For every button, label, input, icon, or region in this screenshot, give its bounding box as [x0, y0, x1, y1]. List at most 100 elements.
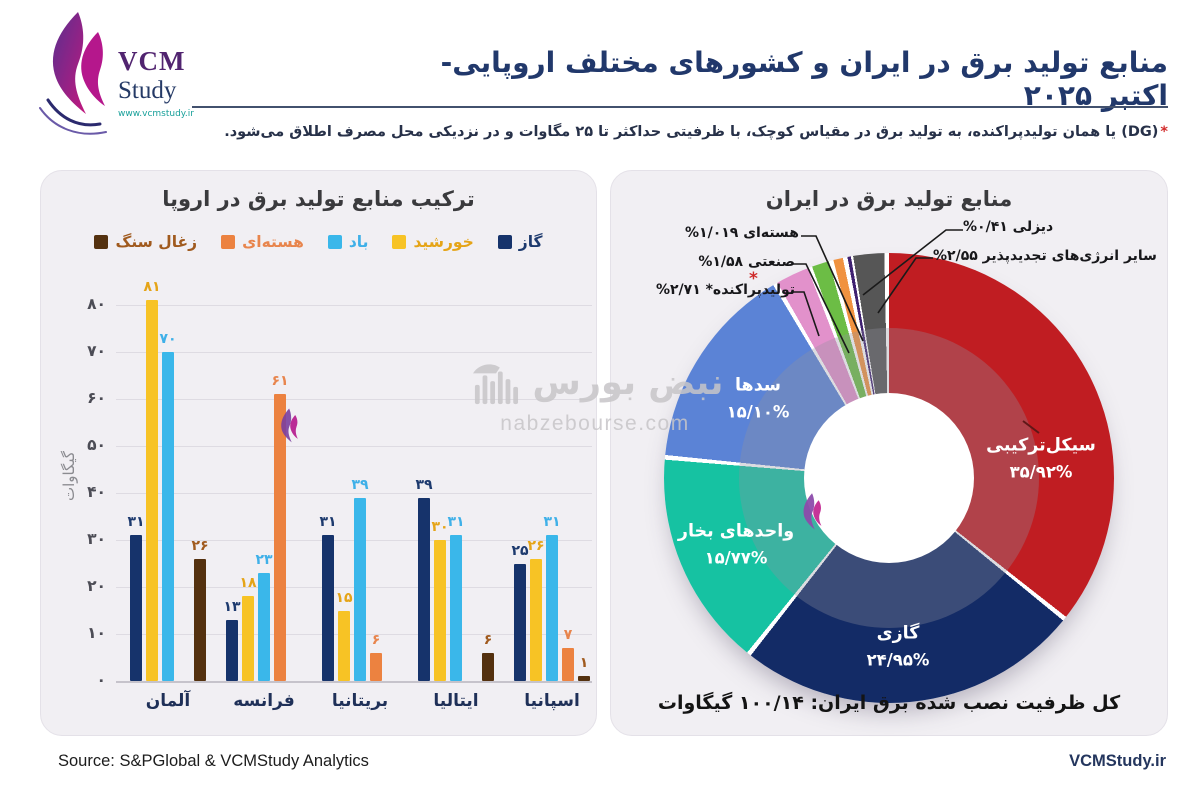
bar-value-گاز-ایتالیا: ۳۹ [415, 476, 433, 493]
y-tick-10: ۱۰ [87, 624, 106, 642]
bar-value-باد-آلمان: ۷۰ [159, 331, 177, 347]
x-label-اسپانیا: اسپانیا [524, 691, 580, 711]
footnote-asterisk: * [1160, 124, 1168, 140]
legend-label-هسته‌ای: هسته‌ای [242, 233, 304, 251]
dg-footnote: *(DG) یا همان تولیدپراکنده، به تولید برق… [224, 124, 1168, 140]
iran-energy-donut [664, 253, 1114, 703]
legend-label-گاز: گاز [518, 233, 543, 251]
source-credit: Source: S&PGlobal & VCMStudy Analytics [58, 752, 369, 770]
bar-گاز-بریتانیا [322, 535, 334, 681]
logo-study-text: Study [118, 77, 177, 104]
iran-donut-panel: منابع تولید برق در ایران * کل ظرفیت نصب … [610, 170, 1168, 736]
bar-value-هسته‌ای-فرانسه: ۶۱ [271, 373, 289, 390]
bar-value-خورشید-ایتالیا: ۳۰ [431, 519, 449, 535]
legend-label-خورشید: خورشید [413, 233, 474, 251]
bar-زغال سنگ-آلمان [194, 558, 206, 681]
slice-label-سدها: سدها ۱۵/۱۰% [727, 373, 790, 426]
slice-name: واحدهای بخار [677, 521, 795, 542]
gridline-80 [116, 305, 592, 306]
donut-chart-title: منابع تولید برق در ایران [765, 187, 1013, 211]
bar-value-زغال سنگ-آلمان: ۲۶ [191, 537, 209, 554]
legend-swatch-هسته‌ای [221, 235, 236, 249]
logo-vcm-text: VCM [118, 46, 185, 76]
site-credit: VCMStudy.ir [1069, 752, 1166, 770]
slice-percent: ۱۵/۷۷% [704, 548, 768, 568]
dg-abbrev: (DG) [1121, 124, 1159, 140]
bar-گاز-فرانسه [226, 619, 238, 681]
callout-label-سایر انرژی‌های تجدیدپذیر: سایر انرژی‌های تجدیدپذیر ۲/۵۵% [933, 248, 1157, 264]
legend-label-باد: باد [348, 233, 369, 251]
x-label-بریتانیا: بریتانیا [331, 691, 389, 711]
bar-value-خورشید-بریتانیا: ۱۵ [335, 589, 353, 606]
europe-bar-chart-panel: ترکیب منابع تولید برق در اروپا گاز خورشید… [40, 170, 597, 736]
page-title: منابع تولید برق در ایران و کشورهای مختلف… [440, 46, 1168, 112]
x-axis-line [116, 681, 592, 683]
bar-گاز-اسپانیا [514, 563, 526, 681]
bar-value-باد-ایتالیا: ۳۱ [447, 514, 465, 531]
bar-value-باد-بریتانیا: ۳۹ [351, 476, 369, 493]
bar-value-باد-فرانسه: ۲۳ [255, 551, 273, 568]
gridline-60 [116, 399, 592, 400]
callout-label-هسته‌ای: هسته‌ای ۱/۰۱۹% [685, 225, 799, 241]
x-label-آلمان: آلمان [145, 691, 191, 711]
slice-percent: ۱۵/۱۰% [726, 402, 790, 422]
bar-زغال سنگ-ایتالیا [482, 652, 494, 681]
bar-باد-بریتانیا [354, 497, 366, 681]
legend-item-زغال سنگ: زغال سنگ [94, 233, 197, 251]
bar-value-هسته‌ای-بریتانیا: ۶ [371, 631, 381, 648]
bar-باد-آلمان [162, 352, 174, 681]
bar-باد-فرانسه [258, 572, 270, 681]
bar-گاز-آلمان [130, 535, 142, 681]
bar-هسته‌ای-اسپانیا [562, 648, 574, 681]
bar-خورشید-بریتانیا [338, 610, 350, 681]
bar-value-گاز-بریتانیا: ۳۱ [319, 514, 337, 531]
slice-label-سیکل‌ترکیبی: سیکل‌ترکیبی ۳۵/۹۲% [986, 433, 1096, 486]
x-label-ایتالیا: ایتالیا [433, 691, 479, 711]
bar-value-زغال سنگ-ایتالیا: ۶ [483, 631, 493, 648]
bar-خورشید-ایتالیا [434, 540, 446, 681]
bar-value-خورشید-اسپانیا: ۲۶ [527, 537, 545, 554]
legend-item-گاز: گاز [497, 233, 543, 251]
slice-name: سدها [734, 375, 782, 396]
gridline-70 [116, 352, 592, 353]
dg-asterisk-marker: * [749, 269, 758, 289]
bar-خورشید-آلمان [146, 300, 158, 681]
bar-باد-ایتالیا [450, 535, 462, 681]
footnote-text: یا همان تولیدپراکنده، به تولید برق در مق… [224, 124, 1117, 140]
bar-value-گاز-فرانسه: ۱۳ [223, 598, 241, 615]
legend-label-زغال سنگ: زغال سنگ [115, 233, 198, 251]
bar-value-گاز-اسپانیا: ۲۵ [511, 542, 529, 559]
y-tick-30: ۳۰ [87, 530, 106, 548]
callout-label-دیزلی: دیزلی ۰/۴۱% [963, 219, 1054, 235]
vcm-flame-icon [39, 12, 107, 135]
bar-باد-اسپانیا [546, 535, 558, 681]
flame-watermark-icon [803, 493, 822, 530]
vcm-study-logo: VCM Study www.vcmstudy.ir [39, 12, 194, 135]
legend-item-خورشید: خورشید [392, 233, 474, 251]
bar-خورشید-اسپانیا [530, 558, 542, 681]
gridline-50 [116, 446, 592, 447]
bar-هسته‌ای-فرانسه [274, 394, 286, 681]
legend-swatch-باد [327, 235, 342, 249]
gridline-40 [116, 493, 592, 494]
slice-label-گازی: گازی ۲۴/۹۵% [867, 621, 930, 674]
y-tick-60: ۶۰ [87, 389, 106, 407]
legend-swatch-گاز [497, 235, 512, 249]
x-label-فرانسه: فرانسه [233, 691, 295, 711]
slice-name: سیکل‌ترکیبی [986, 435, 1096, 456]
logo-url-text: www.vcmstudy.ir [118, 109, 194, 119]
flame-watermark-icon [281, 408, 298, 443]
callout-label-تولیدپراکنده: تولیدپراکنده* ۲/۷۱% [655, 282, 795, 298]
bar-chart-title: ترکیب منابع تولید برق در اروپا [162, 187, 475, 211]
bar-گاز-ایتالیا [418, 497, 430, 681]
legend-item-باد: باد [327, 233, 369, 251]
bar-هسته‌ای-بریتانیا [370, 652, 382, 681]
callout-label-صنعتی: صنعتی ۱/۵۸% [698, 254, 795, 270]
legend-swatch-زغال سنگ [94, 235, 109, 249]
legend-item-هسته‌ای: هسته‌ای [221, 233, 304, 251]
bar-value-زغال سنگ-اسپانیا: ۱ [579, 655, 589, 672]
bar-value-گاز-آلمان: ۳۱ [127, 514, 145, 531]
bar-chart-legend: گاز خورشید باد هسته‌ای زغال سنگ [41, 233, 596, 251]
y-tick-70: ۷۰ [87, 342, 106, 360]
